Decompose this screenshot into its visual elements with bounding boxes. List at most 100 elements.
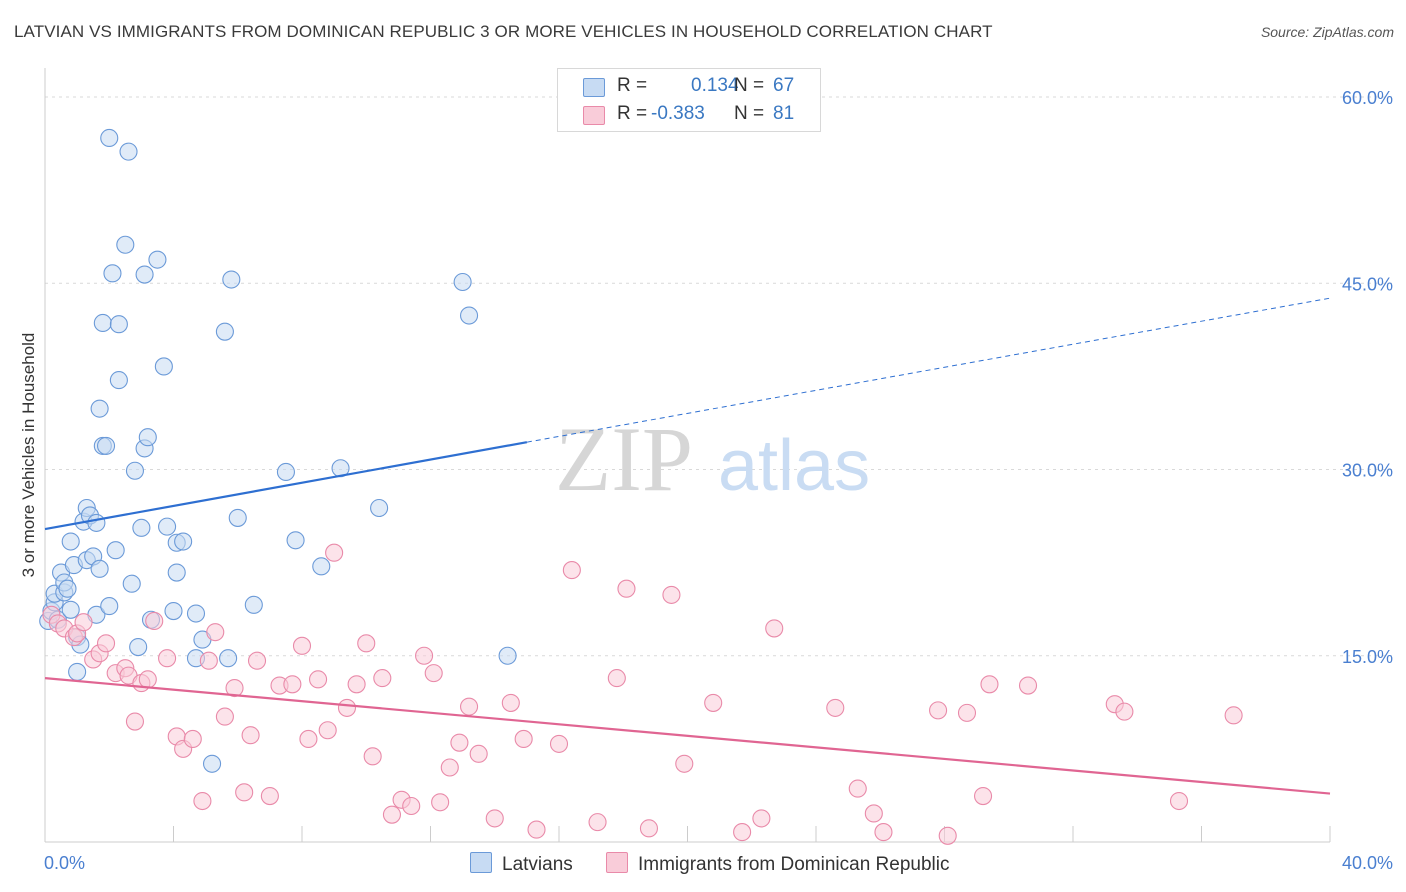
dominican-point	[527, 820, 546, 839]
latvians-point	[68, 662, 87, 681]
dominican-point	[562, 561, 581, 580]
r-label: R =	[617, 103, 648, 124]
dominican-point	[826, 698, 845, 717]
dominican-point	[363, 747, 382, 766]
dominican-point	[450, 733, 469, 752]
latvians-point	[244, 595, 263, 614]
dominican-point	[733, 823, 752, 842]
dominican-point	[617, 579, 636, 598]
dominican-point	[283, 675, 302, 694]
dominican-point	[199, 651, 218, 670]
dominican-point	[501, 693, 520, 712]
dominican-point	[957, 703, 977, 722]
dominican-point	[639, 819, 659, 838]
dominican-point	[765, 619, 784, 638]
latvians-point	[459, 306, 479, 325]
latvians-point	[61, 532, 80, 551]
axes	[44, 68, 1331, 843]
x-tick-label: 0.0%	[44, 853, 85, 873]
dominican-point	[241, 726, 260, 745]
dominican-point	[325, 543, 344, 562]
n-label: N =	[734, 103, 765, 124]
bottom-legend-latvians: Latvians	[470, 852, 573, 876]
latvians-point	[453, 272, 472, 292]
latvians-point	[158, 517, 177, 536]
latvians-point	[138, 428, 157, 447]
dominican-point	[752, 809, 771, 828]
tick-labels: 15.0% 30.0% 45.0% 60.0% 0.0% 40.0%	[44, 88, 1393, 873]
chart-title: LATVIAN VS IMMIGRANTS FROM DOMINICAN REP…	[14, 22, 993, 41]
dominican-point	[299, 729, 318, 748]
stats-legend: R = 0.134 N = 67 R = -0.383 N = 81	[557, 68, 821, 132]
y-tick-label: 30.0%	[1342, 461, 1393, 481]
dominican-point	[347, 675, 366, 694]
dominican-point	[215, 707, 234, 726]
latvians-point	[106, 541, 125, 560]
latvians-point	[167, 563, 186, 582]
n-label: N =	[734, 75, 765, 96]
dominican-point	[980, 675, 999, 694]
latvians-point	[276, 462, 295, 482]
latvians-point	[174, 532, 193, 551]
dominican-point	[337, 698, 357, 717]
latvians-legend-label: Latvians	[502, 854, 573, 875]
dominican-legend-swatch	[606, 852, 628, 873]
dominican-point	[424, 664, 443, 683]
dominican-point	[929, 701, 948, 720]
latvians-legend-swatch	[470, 852, 492, 873]
r-value: -0.383	[651, 103, 705, 124]
latvians-point	[215, 322, 234, 341]
latvians-point	[228, 508, 247, 527]
dominican-point	[440, 758, 459, 777]
latvians-point	[219, 649, 238, 668]
latvians-point	[222, 270, 241, 289]
latvians-swatch	[583, 78, 605, 97]
dominican-point	[675, 754, 694, 773]
dominican-point	[74, 613, 93, 632]
dominican-point	[309, 670, 328, 689]
latvians-point	[286, 531, 305, 550]
dominican-point	[973, 787, 993, 806]
dominican-point	[1224, 706, 1243, 725]
y-tick-label: 15.0%	[1342, 647, 1393, 667]
latvians-point	[122, 574, 141, 593]
dominican-point	[431, 793, 450, 812]
latvians-point	[186, 604, 206, 623]
latvians-point	[58, 579, 77, 598]
latvians-point	[148, 250, 167, 269]
trend-lines	[44, 297, 1331, 795]
dominican-point	[1018, 676, 1038, 695]
latvians-point	[96, 436, 116, 455]
r-value: 0.134	[691, 75, 739, 96]
latvians-point	[154, 357, 173, 376]
dominican-point	[848, 779, 867, 798]
dominican-point	[588, 813, 607, 832]
latvians-point	[370, 498, 389, 518]
latvians-point	[129, 638, 148, 657]
dominican-point	[382, 805, 402, 824]
source-label: Source: ZipAtlas.com	[1260, 24, 1394, 40]
dominican-point	[402, 796, 421, 816]
dominican-point	[607, 669, 626, 688]
dominican-point	[357, 634, 376, 653]
dominican-point	[662, 585, 681, 604]
latvians-trend-line	[44, 441, 528, 531]
latvians-point	[498, 646, 517, 665]
latvians-point	[116, 235, 135, 254]
dominican-point	[235, 783, 254, 802]
dominican-point	[318, 721, 337, 740]
dominican-legend-label: Immigrants from Dominican Republic	[638, 854, 950, 875]
watermark-zip: ZIP	[555, 408, 693, 510]
latvians-point	[125, 461, 144, 480]
latvians-point	[90, 559, 109, 578]
n-value: 81	[773, 103, 795, 124]
latvians-point	[119, 142, 138, 161]
latvians-point	[312, 557, 331, 576]
dominican-point	[938, 826, 957, 845]
dominican-point	[225, 678, 244, 698]
dominican-point	[260, 787, 279, 806]
dominican-swatch	[583, 106, 605, 125]
y-tick-label: 45.0%	[1342, 274, 1393, 294]
dominican-point	[193, 791, 212, 811]
